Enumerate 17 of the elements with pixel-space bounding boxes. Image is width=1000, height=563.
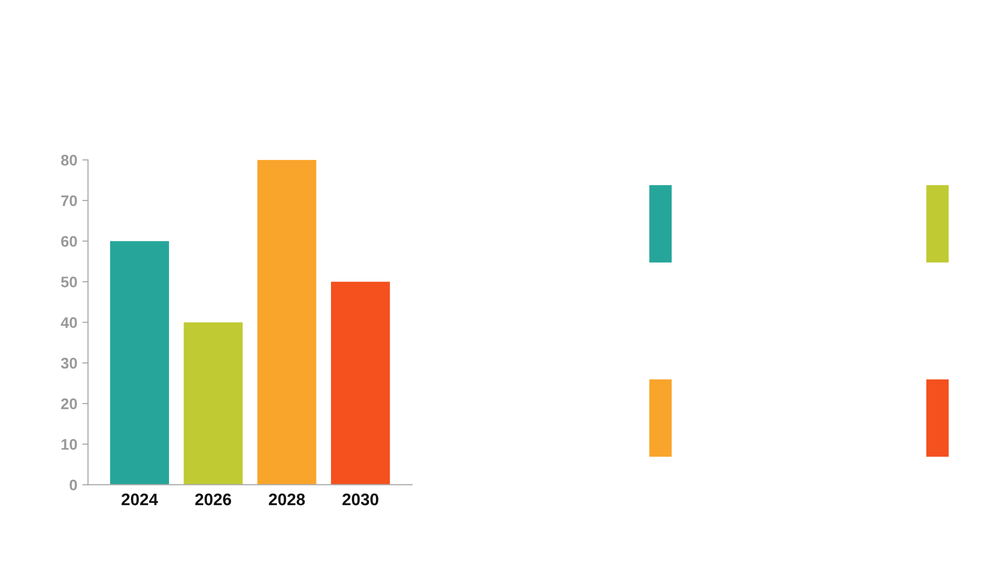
y-tick-label: 50 bbox=[61, 276, 77, 288]
x-tick-label: 2028 bbox=[268, 494, 305, 506]
x-tick-label: 2030 bbox=[342, 494, 378, 506]
y-tick-label: 80 bbox=[61, 154, 77, 166]
bar bbox=[257, 160, 316, 485]
bar bbox=[331, 282, 390, 485]
bar bbox=[110, 241, 169, 485]
bar bbox=[184, 322, 243, 485]
y-tick-label: 60 bbox=[61, 236, 77, 247]
y-tick-label: 70 bbox=[61, 195, 77, 206]
x-tick-label: 2026 bbox=[195, 494, 232, 506]
y-tick-label: 40 bbox=[60, 317, 77, 328]
y-tick-label: 30 bbox=[60, 358, 77, 369]
y-tick-label: 10 bbox=[62, 439, 77, 450]
y-tick-label: 0 bbox=[70, 480, 77, 490]
x-tick-label: 2024 bbox=[122, 494, 158, 506]
y-tick-label: 20 bbox=[61, 398, 77, 410]
